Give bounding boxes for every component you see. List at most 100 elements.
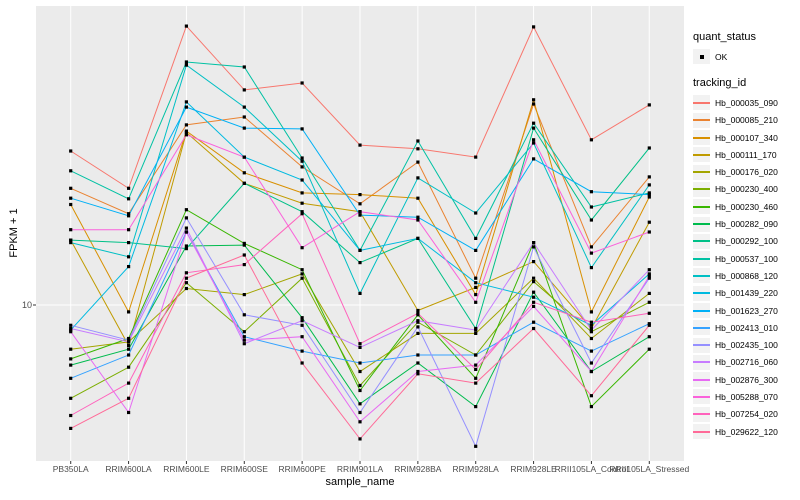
x-tick-label: RRII105LA_Control <box>554 464 629 474</box>
data-point <box>242 126 246 130</box>
data-point <box>416 353 420 357</box>
legend-item-label: Hb_000537_100 <box>715 253 778 264</box>
series-color-line-icon <box>693 378 710 381</box>
data-point <box>184 247 188 251</box>
legend-item-label: Hb_000868_120 <box>715 270 778 281</box>
legend-swatch <box>693 389 710 405</box>
data-point <box>416 311 420 315</box>
data-point <box>589 323 593 327</box>
data-point <box>127 338 131 342</box>
data-point <box>589 138 593 142</box>
data-point <box>300 127 304 131</box>
legend-item-label: Hb_001623_270 <box>715 305 778 316</box>
legend-label-ok: OK <box>715 51 728 62</box>
series-color-line-icon <box>693 430 710 433</box>
data-point <box>358 369 362 374</box>
data-point <box>242 293 246 297</box>
data-point <box>647 191 651 195</box>
data-point <box>69 196 73 200</box>
legend-item: Hb_002876_300 <box>693 371 799 388</box>
y-tick-label: 10 <box>21 300 32 310</box>
series-color-line-icon <box>693 171 710 174</box>
data-point <box>647 311 651 315</box>
data-point <box>127 212 131 216</box>
data-point <box>69 238 73 242</box>
legend: quant_status OK tracking_id Hb_000035_09… <box>693 31 799 440</box>
data-point <box>532 102 536 106</box>
data-point <box>242 263 246 267</box>
legend-swatch <box>693 285 710 301</box>
legend-swatch <box>693 216 710 232</box>
data-point <box>300 272 304 276</box>
x-axis-title: sample_name <box>325 476 395 488</box>
data-point <box>589 405 593 409</box>
data-point <box>127 197 131 201</box>
data-point <box>474 236 478 240</box>
legend-item: Hb_001439_220 <box>693 285 799 302</box>
data-point <box>647 195 651 199</box>
data-point <box>474 367 478 371</box>
legend-swatch <box>693 268 710 284</box>
data-point <box>300 212 304 216</box>
data-point <box>242 241 246 245</box>
legend-item: Hb_000292_100 <box>693 233 799 250</box>
legend-item-label: Hb_000282_090 <box>715 219 778 230</box>
data-point <box>184 60 188 64</box>
data-point <box>300 335 304 339</box>
data-point <box>300 178 304 182</box>
series-color-line-icon <box>693 344 710 347</box>
data-point <box>358 342 362 346</box>
data-point <box>184 130 188 135</box>
data-point <box>300 165 304 169</box>
data-point <box>300 210 304 214</box>
series-color-line-icon <box>693 119 710 122</box>
data-point <box>532 141 536 145</box>
data-point <box>416 325 420 329</box>
data-point <box>184 286 188 291</box>
legend-key-ok <box>693 49 710 65</box>
data-point <box>300 323 304 327</box>
data-point <box>416 160 420 164</box>
data-point <box>127 365 131 369</box>
data-point <box>647 300 651 304</box>
legend-swatch <box>693 112 710 128</box>
legend-item-label: Hb_001439_220 <box>715 288 778 299</box>
data-point <box>589 369 593 374</box>
data-point <box>242 171 246 175</box>
legend-tracking-items: Hb_000035_090 Hb_000085_210 Hb_000107_340 H… <box>693 94 799 440</box>
x-tick-label: RRIM928BA <box>394 464 442 474</box>
data-point <box>647 276 651 280</box>
data-point <box>416 236 420 240</box>
data-point <box>184 105 188 109</box>
data-point <box>242 313 246 317</box>
data-point <box>474 155 478 159</box>
data-point <box>474 363 478 367</box>
legend-item: Hb_000176_020 <box>693 163 799 180</box>
legend-swatch <box>693 181 710 197</box>
data-point <box>184 216 188 220</box>
legend-item-label: Hb_000230_460 <box>715 201 778 212</box>
series-color-line-icon <box>693 101 710 104</box>
data-point <box>532 320 536 324</box>
data-point <box>127 343 131 348</box>
data-point <box>69 376 73 380</box>
data-point <box>589 310 593 314</box>
data-point <box>127 410 131 415</box>
data-point <box>69 228 73 232</box>
data-point <box>416 369 420 374</box>
data-point <box>69 149 73 153</box>
data-point <box>69 330 73 334</box>
legend-item: Hb_000085_210 <box>693 112 799 129</box>
data-point <box>589 205 593 209</box>
data-point <box>184 24 188 28</box>
series-color-line-icon <box>693 361 710 364</box>
data-point <box>474 331 478 335</box>
data-point <box>532 280 536 284</box>
legend-item: Hb_029622_120 <box>693 423 799 440</box>
data-point <box>589 266 593 270</box>
x-tick-label: RRII105LA_Stressed <box>609 464 690 474</box>
data-point <box>647 335 651 339</box>
data-point <box>416 361 420 365</box>
data-point <box>532 295 536 299</box>
